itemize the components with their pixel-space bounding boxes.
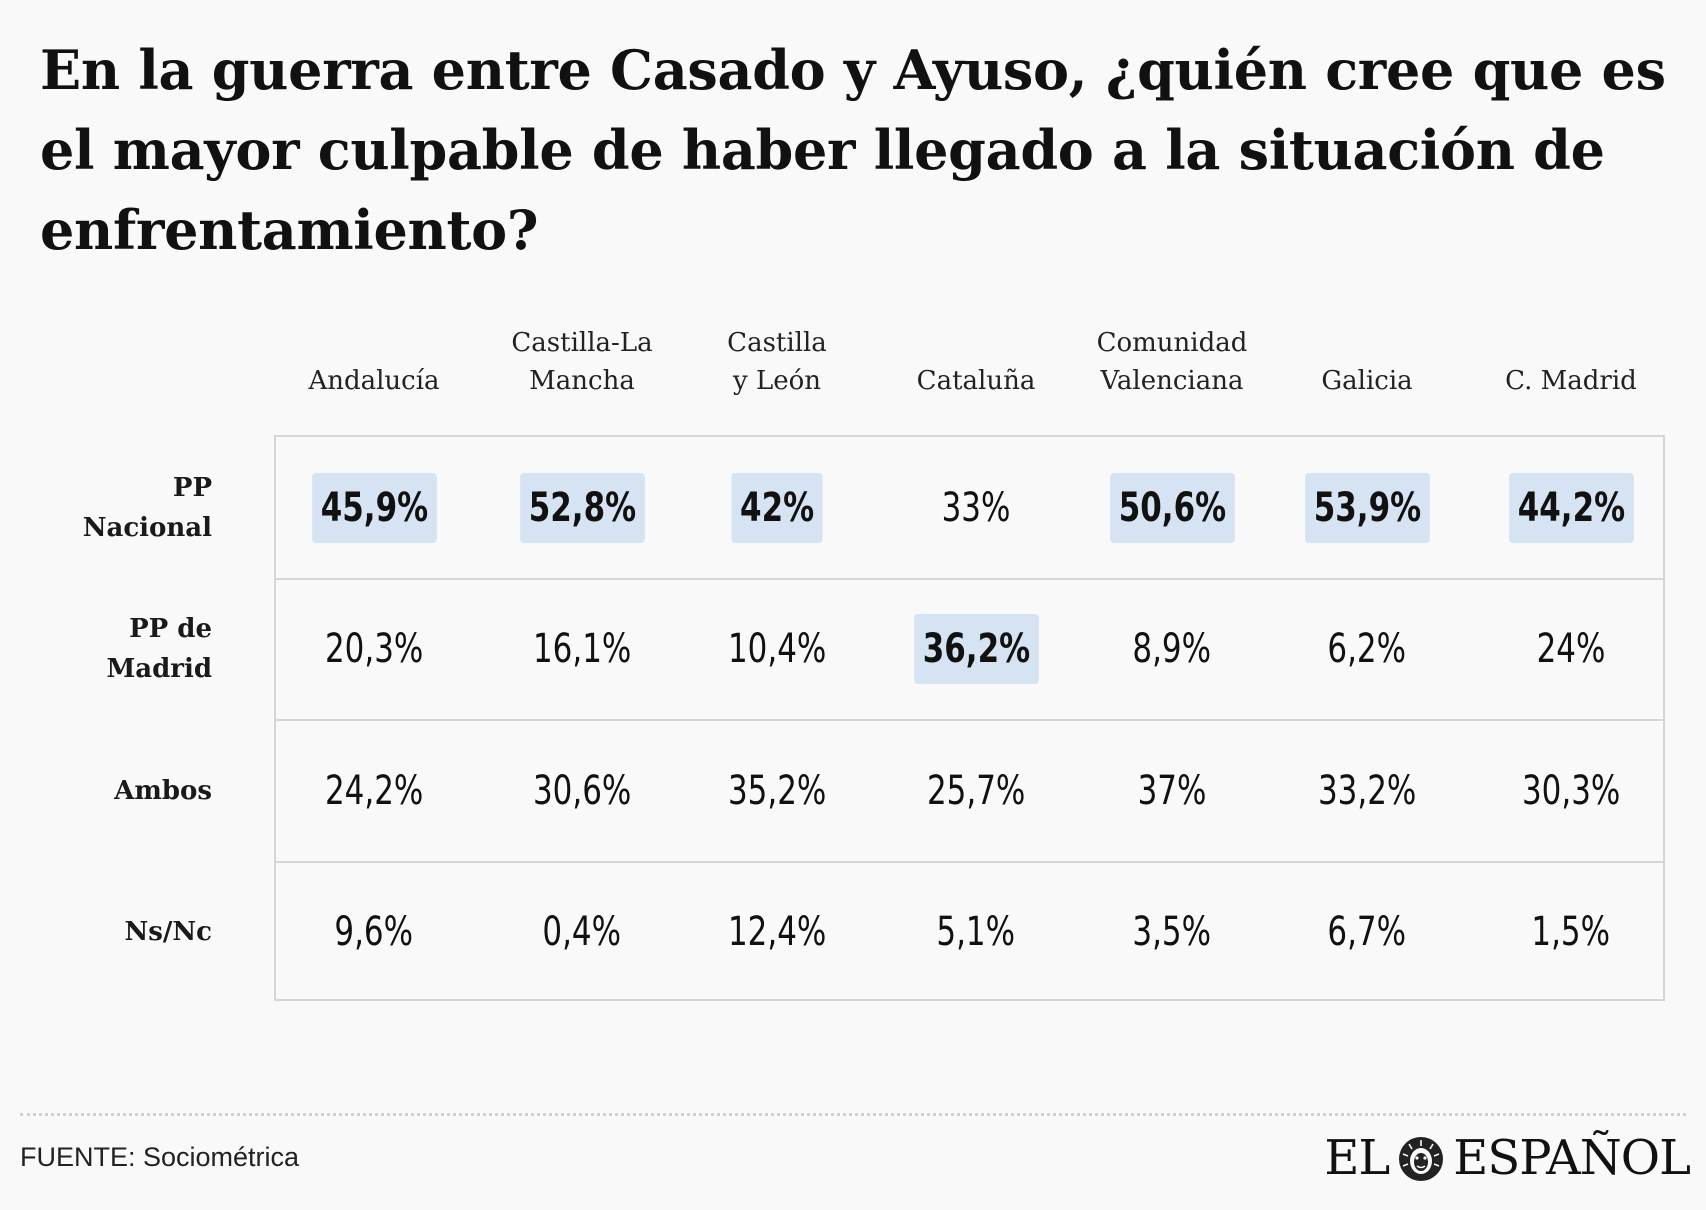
table-cell: 37% (1074, 720, 1270, 861)
table-cell: 24% (1473, 579, 1669, 720)
dotted-divider (20, 1113, 1686, 1116)
row-divider (274, 577, 1665, 580)
table-cell: 30,3% (1473, 720, 1669, 861)
column-header: Cataluña (916, 366, 1036, 396)
cell-value: 8,9% (1132, 626, 1212, 672)
highlighted-value: 44,2% (1508, 472, 1634, 543)
table-cell: 52,8% (484, 437, 680, 578)
highlighted-value: 45,9% (311, 472, 437, 543)
table-cell: 0,4% (484, 862, 680, 1003)
highlighted-value: 42% (731, 472, 823, 543)
cell-value: 1,5% (1531, 909, 1611, 955)
highlighted-value: 36,2% (913, 614, 1039, 684)
table-cell: 9,6% (276, 862, 472, 1003)
cell-value: 3,5% (1132, 909, 1212, 955)
chart-title: En la guerra entre Casado y Ayuso, ¿quié… (40, 38, 1666, 262)
highlighted-value: 50,6% (1109, 472, 1235, 543)
row-divider (274, 719, 1665, 721)
cell-value: 5,1% (936, 909, 1016, 955)
table-cell: 30,6% (484, 720, 680, 861)
column-header: C. Madrid (1505, 366, 1637, 396)
row-label: Ns/Nc (124, 917, 213, 948)
cell-value: 6,7% (1327, 909, 1407, 955)
cell-value: 0,4% (542, 909, 622, 955)
table-cell: 45,9% (276, 437, 472, 578)
cell-value: 30,6% (532, 767, 632, 814)
cell-value: 35,2% (727, 767, 827, 814)
table-cell: 35,2% (679, 720, 875, 861)
cell-value: 6,2% (1327, 626, 1407, 672)
cell-value: 16,1% (532, 626, 632, 672)
table-cell: 1,5% (1473, 862, 1669, 1003)
table-cell: 10,4% (679, 579, 875, 720)
table-cell: 3,5% (1074, 862, 1270, 1003)
table-cell: 53,9% (1269, 437, 1465, 578)
table-cell: 42% (679, 437, 875, 578)
column-header: Galicia (1321, 366, 1413, 396)
highlighted-value: 52,8% (519, 472, 645, 543)
cell-value: 30,3% (1521, 767, 1621, 814)
row-divider (274, 860, 1665, 863)
cell-value: 33,2% (1317, 767, 1417, 814)
column-header: Castilla y León (727, 328, 827, 396)
table-cell: 25,7% (878, 720, 1074, 861)
table-cell: 8,9% (1074, 579, 1270, 720)
cell-value: 37% (1137, 767, 1207, 814)
cell-value: 24% (1536, 626, 1606, 672)
cell-value: 20,3% (324, 626, 424, 672)
table-cell: 16,1% (484, 579, 680, 720)
column-header: Andalucía (308, 366, 440, 396)
highlighted-value: 53,9% (1304, 472, 1430, 543)
logo-text-right: ESPAÑOL (1453, 1130, 1691, 1186)
table-cell: 50,6% (1074, 437, 1270, 578)
table-cell: 6,2% (1269, 579, 1465, 720)
cell-value: 24,2% (324, 767, 424, 814)
row-label: Ambos (114, 775, 212, 806)
cell-value: 9,6% (334, 909, 414, 955)
cell-value: 10,4% (727, 626, 827, 672)
column-header: Comunidad Valenciana (1096, 328, 1248, 396)
table-cell: 44,2% (1473, 437, 1669, 578)
cell-value: 33% (941, 484, 1011, 531)
table-frame (274, 435, 1665, 1001)
source-note: FUENTE: Sociométrica (20, 1142, 300, 1172)
table-cell: 12,4% (679, 862, 875, 1003)
table-cell: 6,7% (1269, 862, 1465, 1003)
table-cell: 24,2% (276, 720, 472, 861)
lion-icon (1399, 1137, 1444, 1181)
cell-value: 25,7% (926, 767, 1026, 814)
el-espanol-logo: EL ESPAÑOL (1324, 1128, 1691, 1188)
column-header: Castilla-La Mancha (511, 328, 653, 396)
logo-text-left: EL (1324, 1130, 1390, 1186)
table-cell: 5,1% (878, 862, 1074, 1003)
table-cell: 33,2% (1269, 720, 1465, 861)
table-cell: 33% (878, 437, 1074, 578)
cell-value: 12,4% (727, 909, 827, 955)
row-label: PP Nacional (82, 472, 212, 543)
row-label: PP de Madrid (106, 614, 212, 685)
table-cell: 20,3% (276, 579, 472, 720)
table-cell: 36,2% (878, 579, 1074, 720)
